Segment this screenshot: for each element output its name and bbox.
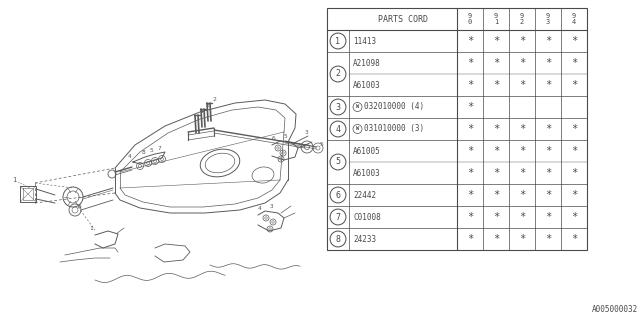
Text: 1: 1 bbox=[12, 177, 16, 183]
Text: 8: 8 bbox=[335, 235, 340, 244]
Text: 032010000 (4): 032010000 (4) bbox=[364, 102, 424, 111]
Text: *: * bbox=[493, 80, 499, 90]
Text: 4: 4 bbox=[335, 124, 340, 133]
Text: 9
4: 9 4 bbox=[572, 13, 576, 25]
Text: 4: 4 bbox=[200, 109, 204, 114]
Text: 6: 6 bbox=[335, 190, 340, 199]
Text: A61003: A61003 bbox=[353, 81, 381, 90]
Text: 22442: 22442 bbox=[353, 190, 376, 199]
Text: *: * bbox=[519, 190, 525, 200]
Text: *: * bbox=[519, 168, 525, 178]
Text: 9
0: 9 0 bbox=[468, 13, 472, 25]
Text: 7: 7 bbox=[335, 212, 340, 221]
Text: *: * bbox=[493, 146, 499, 156]
Text: *: * bbox=[519, 80, 525, 90]
Text: 5: 5 bbox=[283, 133, 287, 139]
Text: *: * bbox=[467, 36, 473, 46]
Text: 2: 2 bbox=[335, 69, 340, 78]
Text: *: * bbox=[545, 146, 551, 156]
Text: *: * bbox=[493, 234, 499, 244]
Text: *: * bbox=[519, 58, 525, 68]
Text: 8: 8 bbox=[141, 150, 145, 156]
Text: *: * bbox=[493, 58, 499, 68]
Text: *: * bbox=[545, 58, 551, 68]
Text: 1: 1 bbox=[335, 36, 340, 45]
Text: 1: 1 bbox=[89, 226, 93, 230]
Text: 6: 6 bbox=[78, 204, 82, 209]
Text: *: * bbox=[519, 124, 525, 134]
Text: *: * bbox=[545, 36, 551, 46]
Text: PARTS CORD: PARTS CORD bbox=[378, 14, 428, 23]
Text: *: * bbox=[571, 212, 577, 222]
Text: 9
1: 9 1 bbox=[494, 13, 498, 25]
Text: 7: 7 bbox=[157, 146, 161, 150]
Text: *: * bbox=[467, 212, 473, 222]
Text: 2: 2 bbox=[212, 97, 216, 102]
Text: 4: 4 bbox=[258, 206, 262, 212]
Text: *: * bbox=[467, 102, 473, 112]
Text: W: W bbox=[356, 126, 359, 132]
Text: *: * bbox=[467, 146, 473, 156]
Text: *: * bbox=[519, 36, 525, 46]
Text: *: * bbox=[493, 168, 499, 178]
Text: A21098: A21098 bbox=[353, 59, 381, 68]
Text: *: * bbox=[467, 58, 473, 68]
Text: *: * bbox=[493, 124, 499, 134]
Text: A61005: A61005 bbox=[353, 147, 381, 156]
Text: 5: 5 bbox=[335, 157, 340, 166]
Text: *: * bbox=[519, 234, 525, 244]
Text: *: * bbox=[545, 168, 551, 178]
Text: *: * bbox=[493, 212, 499, 222]
Text: *: * bbox=[467, 234, 473, 244]
Text: *: * bbox=[545, 80, 551, 90]
Text: *: * bbox=[571, 234, 577, 244]
Text: 031010000 (3): 031010000 (3) bbox=[364, 124, 424, 133]
Text: *: * bbox=[467, 80, 473, 90]
Text: *: * bbox=[467, 124, 473, 134]
Text: 9
2: 9 2 bbox=[520, 13, 524, 25]
Text: 3: 3 bbox=[305, 131, 309, 135]
Text: *: * bbox=[545, 190, 551, 200]
Text: *: * bbox=[467, 168, 473, 178]
Text: A61003: A61003 bbox=[353, 169, 381, 178]
Text: 3: 3 bbox=[335, 102, 340, 111]
Text: *: * bbox=[571, 190, 577, 200]
Text: *: * bbox=[493, 190, 499, 200]
Text: 5: 5 bbox=[320, 141, 324, 147]
Text: A005000032: A005000032 bbox=[592, 305, 638, 314]
Text: *: * bbox=[571, 124, 577, 134]
Text: 9
3: 9 3 bbox=[546, 13, 550, 25]
Text: *: * bbox=[571, 58, 577, 68]
Text: *: * bbox=[519, 146, 525, 156]
Text: *: * bbox=[571, 36, 577, 46]
Text: 5: 5 bbox=[149, 148, 153, 153]
Text: 4: 4 bbox=[128, 155, 132, 159]
Text: 3: 3 bbox=[270, 204, 274, 209]
Text: *: * bbox=[571, 80, 577, 90]
Text: *: * bbox=[571, 168, 577, 178]
Text: *: * bbox=[545, 212, 551, 222]
Text: *: * bbox=[545, 234, 551, 244]
Text: *: * bbox=[519, 212, 525, 222]
Text: 11413: 11413 bbox=[353, 36, 376, 45]
Text: *: * bbox=[467, 190, 473, 200]
Text: *: * bbox=[571, 146, 577, 156]
Text: *: * bbox=[493, 36, 499, 46]
Text: W: W bbox=[356, 105, 359, 109]
Text: 24233: 24233 bbox=[353, 235, 376, 244]
Text: *: * bbox=[545, 124, 551, 134]
Bar bbox=[327, 8, 587, 250]
Text: 3: 3 bbox=[206, 103, 210, 108]
Text: 6: 6 bbox=[272, 137, 276, 141]
Text: C01008: C01008 bbox=[353, 212, 381, 221]
